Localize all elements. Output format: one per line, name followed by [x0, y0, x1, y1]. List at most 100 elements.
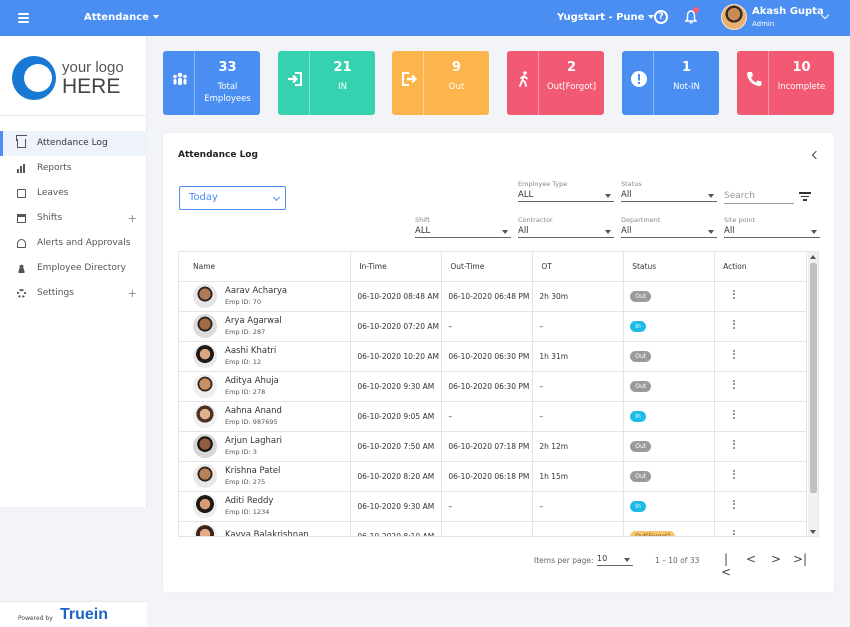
- filter-list-icon[interactable]: [799, 192, 811, 201]
- employee-name[interactable]: Aditya Ahuja: [225, 376, 279, 386]
- more-options-icon[interactable]: [733, 379, 736, 391]
- employee-info: Aahna Anand Emp ID: 987695: [193, 404, 350, 428]
- cell-ot: –: [532, 401, 625, 432]
- column-header-in-time[interactable]: In-Time: [350, 252, 443, 282]
- sidebar-item-reports[interactable]: Reports: [0, 156, 147, 181]
- column-header-name[interactable]: Name: [179, 252, 352, 282]
- employee-name[interactable]: Krishna Patel: [225, 466, 281, 476]
- expand-icon[interactable]: +: [127, 212, 137, 225]
- scroll-down-arrow-icon[interactable]: [810, 530, 816, 534]
- sidebar-item-attendance-log[interactable]: Attendance Log: [0, 131, 147, 156]
- expand-icon[interactable]: +: [127, 287, 137, 300]
- filter-contractor[interactable]: Contractor All: [518, 216, 614, 238]
- help-icon[interactable]: ?: [654, 10, 668, 24]
- employee-info: Aashi Khatri Emp ID: 12: [193, 344, 350, 368]
- summary-card-out-forgot[interactable]: 2 Out[Forgot]: [507, 51, 604, 115]
- user-menu-chevron-icon[interactable]: [820, 10, 830, 20]
- more-options-icon[interactable]: [733, 469, 736, 481]
- last-page-button[interactable]: >|: [793, 552, 808, 566]
- more-options-icon[interactable]: [733, 319, 736, 331]
- cell-in-time: 06-10-2020 10:20 AM: [350, 341, 443, 372]
- bar-chart-icon: [17, 164, 26, 173]
- first-page-button[interactable]: |<: [720, 552, 732, 579]
- column-header-ot[interactable]: OT: [532, 252, 625, 282]
- user-avatar[interactable]: [721, 4, 747, 30]
- column-header-status[interactable]: Status: [623, 252, 716, 282]
- hamburger-menu-icon[interactable]: [18, 13, 29, 23]
- cell-out-time: 06-10-2020 06:48 PM: [441, 281, 534, 312]
- column-header-out-time[interactable]: Out-Time: [441, 252, 534, 282]
- table-row[interactable]: Aahna Anand Emp ID: 987695 06-10-2020 9:…: [179, 401, 807, 432]
- caret-down-icon: [648, 15, 655, 19]
- next-page-button[interactable]: >: [770, 552, 782, 566]
- employee-id: Emp ID: 70: [225, 298, 262, 306]
- employee-name[interactable]: Aahna Anand: [225, 406, 282, 416]
- more-options-icon[interactable]: [733, 499, 736, 511]
- cell-ot: 2h 30m: [532, 281, 625, 312]
- date-range-value: Today: [189, 192, 218, 203]
- summary-card-not-in[interactable]: 1 Not-IN: [622, 51, 719, 115]
- more-options-icon[interactable]: [733, 439, 736, 451]
- cell-in-time: 06-10-2020 7:50 AM: [350, 431, 443, 462]
- clipboard-icon: [17, 189, 26, 198]
- filter-department[interactable]: Department All: [621, 216, 717, 238]
- sidebar-item-label: Employee Directory: [37, 263, 126, 273]
- more-options-icon[interactable]: [733, 529, 736, 536]
- employee-id: Emp ID: 3: [225, 448, 257, 456]
- previous-page-button[interactable]: <: [745, 552, 757, 566]
- employee-info: Arjun Laghari Emp ID: 3: [193, 434, 350, 458]
- org-switcher[interactable]: Yugstart - Pune: [557, 12, 655, 23]
- filter-shift[interactable]: Shift ALL: [415, 216, 511, 238]
- employee-name[interactable]: Arya Agarwal: [225, 316, 282, 326]
- filter-status[interactable]: Status All: [621, 180, 717, 202]
- org-label: Yugstart - Pune: [557, 12, 645, 23]
- card-label: Incomplete: [777, 82, 826, 92]
- brand-logo: Truein: [60, 606, 109, 623]
- summary-card-total-employees[interactable]: 33 Total Employees: [163, 51, 260, 115]
- table-row[interactable]: Aashi Khatri Emp ID: 12 06-10-2020 10:20…: [179, 341, 807, 372]
- summary-card-in[interactable]: 21 IN: [278, 51, 375, 115]
- table-row[interactable]: Arya Agarwal Emp ID: 287 06-10-2020 07:2…: [179, 311, 807, 342]
- summary-card-incomplete[interactable]: 10 Incomplete: [737, 51, 834, 115]
- employee-name[interactable]: Aditi Reddy: [225, 496, 274, 506]
- employee-name[interactable]: Kavya Balakrishnan: [225, 530, 309, 537]
- filter-site-point[interactable]: Site point All: [724, 216, 820, 238]
- sidebar-item-alerts-approvals[interactable]: Alerts and Approvals: [0, 231, 147, 256]
- caret-down-icon: [708, 194, 714, 198]
- date-range-select[interactable]: Today: [179, 186, 286, 210]
- table-row[interactable]: Aarav Acharya Emp ID: 70 06-10-2020 08:4…: [179, 281, 807, 312]
- status-badge: Out: [630, 350, 652, 362]
- card-value: 2: [566, 60, 577, 75]
- more-options-icon[interactable]: [733, 409, 736, 421]
- table-row[interactable]: Aditi Reddy Emp ID: 1234 06-10-2020 9:30…: [179, 491, 807, 522]
- cell-employee: Aarav Acharya Emp ID: 70: [179, 281, 352, 312]
- sidebar-item-leaves[interactable]: Leaves: [0, 181, 147, 206]
- employee-name[interactable]: Aarav Acharya: [225, 286, 288, 296]
- scrollbar-thumb[interactable]: [810, 263, 817, 493]
- table-row[interactable]: Krishna Patel Emp ID: 275 06-10-2020 8:2…: [179, 461, 807, 492]
- summary-card-out[interactable]: 9 Out: [392, 51, 489, 115]
- company-logo: your logo HERE: [12, 56, 137, 114]
- table-row[interactable]: Arjun Laghari Emp ID: 3 06-10-2020 7:50 …: [179, 431, 807, 462]
- sidebar-item-settings[interactable]: Settings +: [0, 281, 147, 306]
- search-input[interactable]: Search: [724, 190, 794, 204]
- employee-name[interactable]: Aashi Khatri: [225, 346, 277, 356]
- module-switcher[interactable]: Attendance: [84, 12, 159, 23]
- cell-out-time: –: [441, 401, 534, 432]
- employee-name[interactable]: Arjun Laghari: [225, 436, 282, 446]
- more-options-icon[interactable]: [733, 349, 736, 361]
- table-scrollbar[interactable]: [808, 252, 818, 536]
- more-options-icon[interactable]: [733, 289, 736, 301]
- sidebar-item-employee-directory[interactable]: Employee Directory: [0, 256, 147, 281]
- table-row[interactable]: Kavya Balakrishnan 06-10-2020 8:10 AM – …: [179, 521, 807, 537]
- logo-text-line1: your logo: [62, 59, 124, 76]
- user-name[interactable]: Akash Gupta: [752, 6, 824, 17]
- table-row[interactable]: Aditya Ahuja Emp ID: 278 06-10-2020 9:30…: [179, 371, 807, 402]
- items-per-page-select[interactable]: 10: [597, 553, 633, 566]
- sidebar-item-shifts[interactable]: Shifts +: [0, 206, 147, 231]
- cell-action: [714, 281, 807, 312]
- items-per-page-label: Items per page:: [534, 556, 594, 565]
- scroll-up-arrow-icon[interactable]: [810, 255, 816, 259]
- filter-employee-type[interactable]: Employee Type ALL: [518, 180, 614, 202]
- collapse-chevron-icon[interactable]: [811, 150, 821, 160]
